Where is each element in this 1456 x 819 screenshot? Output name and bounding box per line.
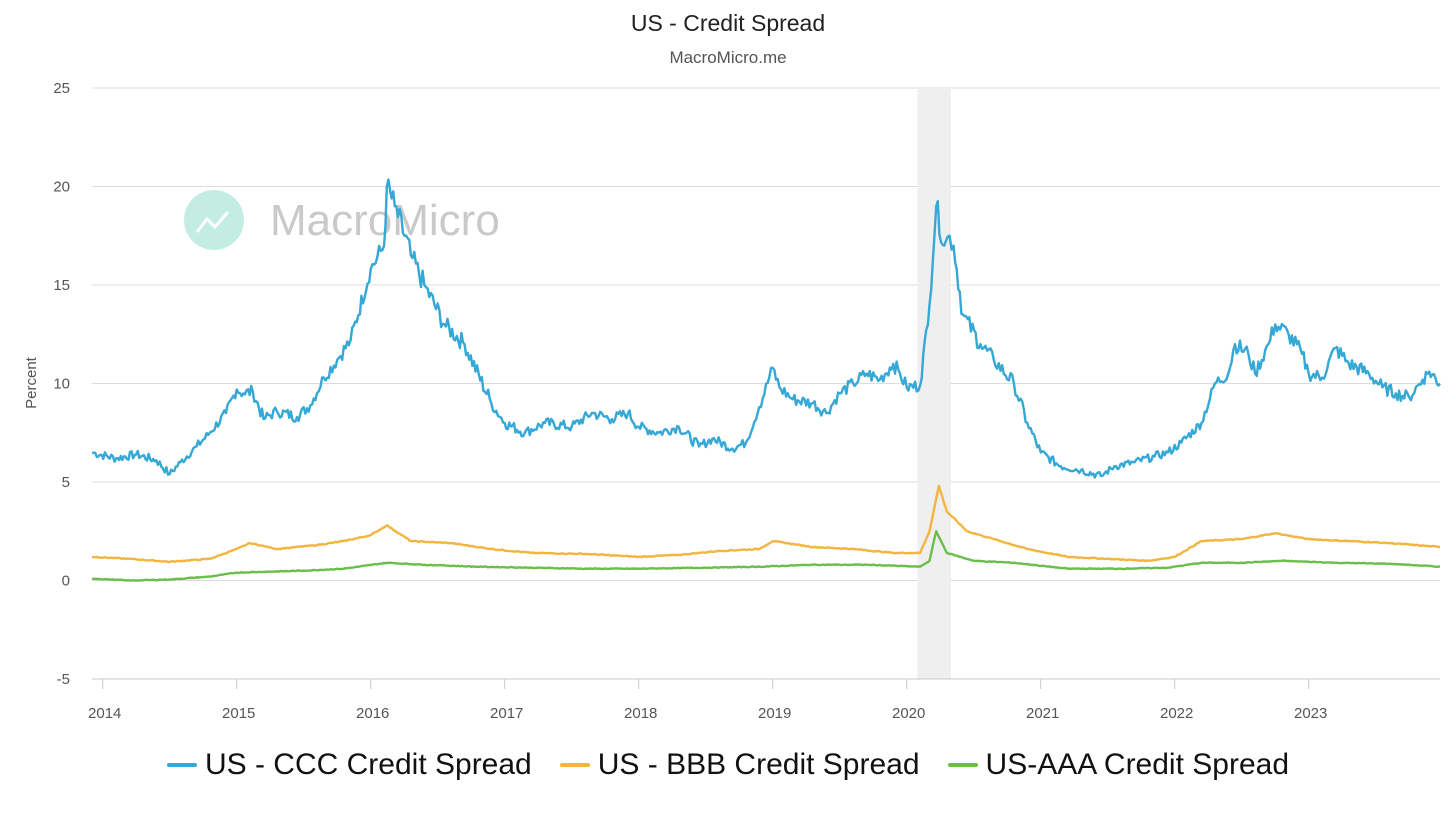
y-tick-label: 0: [62, 573, 70, 590]
series-lines: [91, 178, 1441, 582]
series-line-aaa: [91, 530, 1441, 582]
legend: US - CCC Credit Spread US - BBB Credit S…: [0, 748, 1456, 782]
x-tick-label: 2017: [490, 705, 523, 722]
x-tick-label: 2023: [1294, 705, 1327, 722]
y-tick-label: 15: [53, 277, 70, 294]
x-tick-label: 2019: [758, 705, 791, 722]
legend-item-aaa[interactable]: US-AAA Credit Spread: [947, 748, 1290, 782]
grid-lines: [92, 87, 1440, 680]
x-tick-label: 2018: [624, 705, 657, 722]
y-axis-label: Percent: [23, 356, 40, 409]
x-tick-label: 2020: [892, 705, 925, 722]
chart-subtitle: MacroMicro.me: [669, 48, 787, 67]
x-tick-label: 2021: [1026, 705, 1059, 722]
legend-label-aaa: US-AAA Credit Spread: [985, 748, 1290, 781]
y-tick-label: 25: [53, 80, 70, 97]
watermark-logo-icon: [184, 190, 244, 250]
series-line-ccc: [91, 178, 1441, 479]
y-tick-label: 10: [53, 376, 70, 393]
y-tick-label: 20: [53, 179, 70, 196]
x-tick-label: 2015: [222, 705, 255, 722]
legend-label-ccc: US - CCC Credit Spread: [204, 748, 532, 781]
series-line-bbb: [91, 484, 1441, 564]
axes: -5 0 5 10 15 20 25 2014 2015 2016 2017 2018 2019 2020…: [53, 80, 1440, 722]
legend-swatch-ccc: [166, 763, 197, 767]
x-tick-label: 2016: [356, 705, 389, 722]
watermark: MacroMicro: [184, 190, 500, 250]
recession-band-layer: [917, 88, 951, 679]
legend-item-bbb[interactable]: US - BBB Credit Spread: [559, 748, 920, 782]
recession-band: [917, 88, 951, 679]
legend-item-ccc[interactable]: US - CCC Credit Spread: [166, 748, 532, 782]
x-tick-label: 2014: [88, 705, 121, 722]
y-tick-label: -5: [57, 671, 70, 688]
legend-swatch-bbb: [559, 763, 590, 767]
watermark-logo-chart-icon: [195, 211, 230, 233]
chart-title: US - Credit Spread: [630, 10, 826, 36]
y-tick-label: 5: [62, 474, 70, 491]
x-tick-label: 2022: [1160, 705, 1193, 722]
legend-label-bbb: US - BBB Credit Spread: [597, 748, 920, 781]
legend-swatch-aaa: [947, 763, 978, 767]
